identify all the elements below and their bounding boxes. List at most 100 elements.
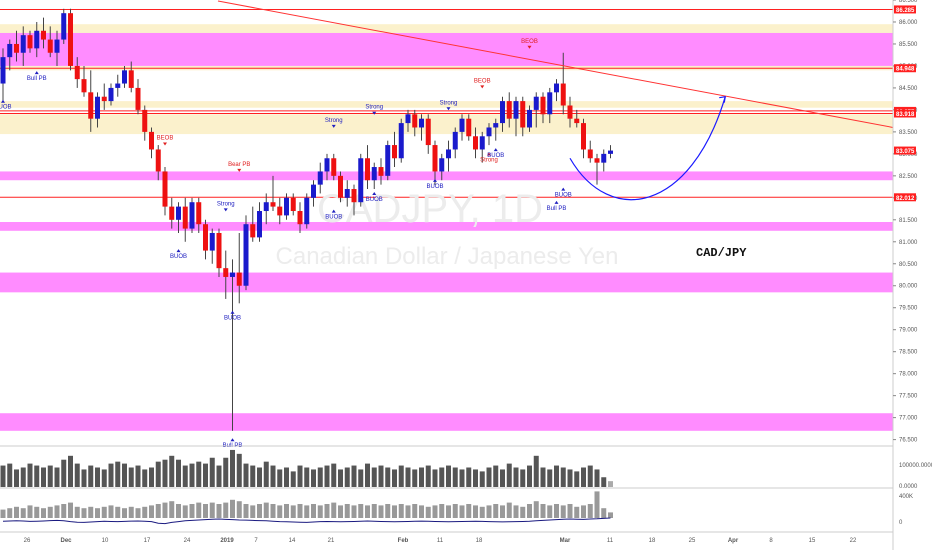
oscillator-bar	[304, 505, 310, 518]
candle-body	[608, 150, 613, 154]
annotation-label: BUOB	[487, 153, 504, 159]
candle-body	[203, 224, 208, 251]
annotation-label: Strong	[480, 157, 498, 163]
candle-body	[81, 79, 87, 93]
oscillator-bar	[47, 506, 53, 518]
candle-body	[371, 167, 377, 181]
annotation-label: BUOB	[170, 254, 187, 260]
oscillator-bar	[527, 504, 532, 518]
oscillator-bar	[209, 502, 215, 518]
oscillator-bar	[446, 505, 451, 518]
candle-body	[527, 109, 532, 128]
x-tick-label: 24	[184, 538, 191, 544]
volume-bar	[135, 465, 141, 487]
annotation-arrow	[176, 249, 181, 253]
annotation-arrow	[493, 148, 498, 152]
oscillator-bar	[155, 504, 161, 518]
oscillator-bar	[182, 505, 188, 518]
volume-bar	[128, 467, 134, 487]
volume-bar	[439, 467, 445, 487]
candle-body	[594, 158, 600, 163]
oscillator-tick-label: 0	[899, 520, 903, 526]
trendline-layer	[217, 0, 894, 201]
chart-annotation-title: CAD/JPY	[696, 246, 747, 260]
candle-body	[14, 43, 19, 53]
annotation-arrow	[331, 124, 336, 128]
oscillator-bar	[419, 505, 424, 518]
oscillator-bar	[594, 491, 600, 518]
candle-body	[250, 224, 256, 238]
oscillator-bar	[547, 505, 553, 518]
candle-body	[236, 272, 242, 286]
oscillator-bar	[250, 505, 256, 518]
oscillator-pane	[0, 487, 932, 525]
volume-bar	[311, 469, 316, 487]
candle-body	[0, 57, 6, 84]
zone-band	[0, 32, 893, 66]
price-marker	[894, 64, 916, 73]
oscillator-bar	[101, 506, 107, 518]
candle-body	[196, 202, 202, 225]
oscillator-bar	[317, 505, 323, 518]
volume-bar	[230, 449, 235, 487]
oscillator-bar	[385, 504, 391, 518]
candle-body	[540, 96, 546, 115]
candle-body	[88, 92, 94, 119]
candle-body	[263, 202, 269, 212]
annotation-label: BEOB	[521, 39, 538, 45]
volume-bar	[122, 463, 127, 487]
oscillator-bar	[223, 502, 229, 518]
candle-body	[230, 272, 235, 277]
annotation-arrow	[446, 107, 451, 111]
oscillator-bar	[378, 505, 384, 518]
oscillator-bar	[506, 502, 512, 518]
volume-bar	[7, 463, 13, 487]
candle-body	[425, 118, 431, 146]
oscillator-bar	[74, 506, 80, 518]
candle-body	[486, 127, 492, 137]
volume-bar	[405, 467, 411, 487]
volume-pane	[0, 445, 932, 487]
candle-body	[581, 123, 586, 150]
oscillator-bar	[371, 504, 377, 518]
x-tick-label: 7	[254, 538, 258, 544]
price-tick-label: 80.500	[899, 262, 918, 268]
candle-body	[135, 87, 141, 110]
price-marker-label: 83.075	[896, 149, 915, 155]
annotation-arrow	[163, 142, 167, 146]
annotation-label: BUOB	[555, 193, 572, 199]
price-axis: 86.50086.00085.50085.00084.50084.00083.5…	[892, 0, 932, 550]
annotation-label: BUOB	[325, 215, 342, 221]
oscillator-bar	[358, 504, 364, 518]
volume-bar	[473, 469, 478, 487]
price-tick-label: 80.000	[899, 284, 918, 290]
volume-bar	[459, 469, 465, 487]
volume-bar	[41, 467, 46, 487]
candle-body	[520, 101, 526, 128]
annotation-label: BEOB	[157, 135, 174, 141]
zones-layer	[0, 24, 893, 431]
volume-bar	[61, 459, 67, 487]
oscillator-bar	[392, 505, 397, 518]
volume-bar	[155, 461, 161, 487]
x-tick-label: 18	[476, 538, 483, 544]
price-tick-label: 86.000	[899, 20, 918, 26]
annotation-arrow	[433, 178, 437, 182]
volume-bar	[203, 463, 208, 487]
candle-body	[209, 232, 215, 251]
price-tick-label: 82.500	[899, 174, 918, 180]
oscillator-line	[2, 517, 611, 525]
candle-body	[223, 268, 229, 277]
volume-bar	[68, 455, 73, 487]
x-tick-label: 11	[607, 538, 614, 544]
volume-bar	[378, 465, 384, 487]
oscillator-bar	[7, 508, 13, 518]
price-tick-label: 79.500	[899, 306, 918, 312]
annotation-label: Bull PB	[547, 206, 567, 212]
volume-bar	[574, 471, 580, 487]
annotation-arrow	[487, 152, 491, 156]
volume-bar	[277, 469, 283, 487]
candle-body	[297, 211, 303, 225]
volume-bar	[533, 455, 539, 487]
